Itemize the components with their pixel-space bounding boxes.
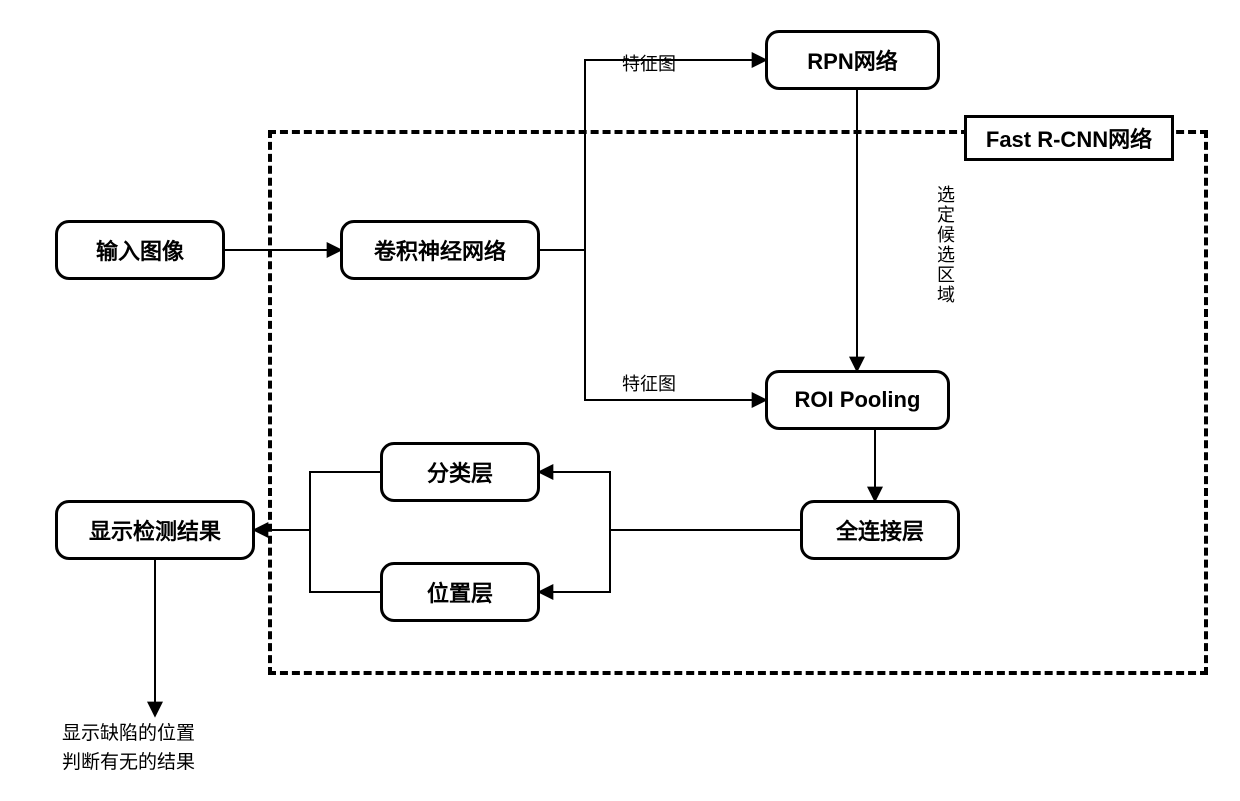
node-label: 卷积神经网络	[374, 234, 506, 266]
node-result: 显示检测结果	[55, 500, 255, 560]
node-label: RPN网络	[807, 44, 897, 76]
fast-rcnn-label-text: Fast R-CNN网络	[986, 122, 1152, 154]
node-input-image: 输入图像	[55, 220, 225, 280]
node-classification: 分类层	[380, 442, 540, 502]
output-description: 显示缺陷的位置 判断有无的结果	[62, 720, 195, 777]
output-line: 显示缺陷的位置	[62, 720, 195, 749]
edge-label-feature-map-top: 特征图	[620, 50, 678, 76]
node-fully-connected: 全连接层	[800, 500, 960, 560]
edge-label-feature-map-mid: 特征图	[620, 370, 678, 396]
node-roi-pooling: ROI Pooling	[765, 370, 950, 430]
node-label: 输入图像	[96, 234, 184, 266]
node-cnn: 卷积神经网络	[340, 220, 540, 280]
node-label: 位置层	[427, 576, 493, 608]
output-line: 判断有无的结果	[62, 749, 195, 778]
fast-rcnn-label: Fast R-CNN网络	[964, 115, 1174, 161]
edge-label-candidates: 选定候选区域	[930, 185, 960, 305]
node-label: 分类层	[427, 456, 493, 488]
diagram-canvas: Fast R-CNN网络 输入图像 卷积神经网络 RPN网络 ROI Pooli…	[0, 0, 1240, 801]
node-label: 显示检测结果	[89, 514, 221, 546]
node-label: ROI Pooling	[795, 387, 921, 413]
node-rpn: RPN网络	[765, 30, 940, 90]
node-location: 位置层	[380, 562, 540, 622]
node-label: 全连接层	[836, 514, 924, 546]
